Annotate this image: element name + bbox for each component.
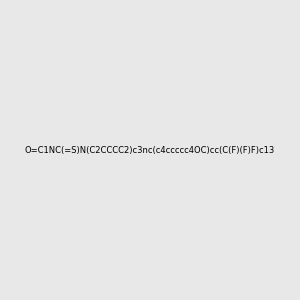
Text: O=C1NC(=S)N(C2CCCC2)c3nc(c4ccccc4OC)cc(C(F)(F)F)c13: O=C1NC(=S)N(C2CCCC2)c3nc(c4ccccc4OC)cc(C… bbox=[25, 146, 275, 154]
